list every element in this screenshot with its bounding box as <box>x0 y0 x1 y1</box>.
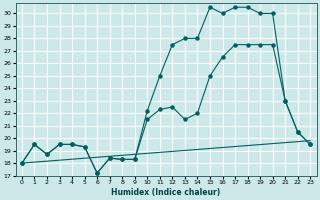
X-axis label: Humidex (Indice chaleur): Humidex (Indice chaleur) <box>111 188 221 197</box>
